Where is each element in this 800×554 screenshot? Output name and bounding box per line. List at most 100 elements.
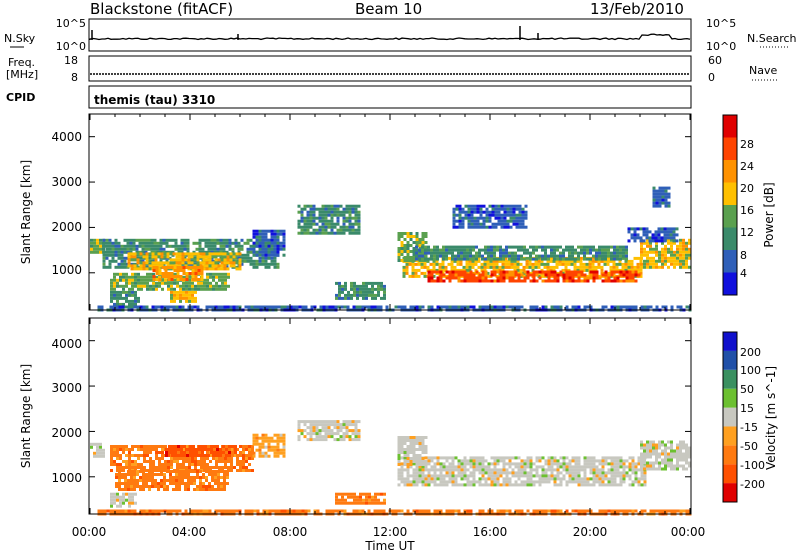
velocity-cell: [261, 442, 265, 446]
power-cell: [273, 259, 277, 263]
velocity-cell: [176, 457, 179, 460]
power-cell: [553, 257, 556, 261]
velocity-cell: [451, 474, 455, 478]
velocity-cell: [214, 476, 217, 479]
power-cell: [306, 231, 310, 235]
velocity-cell: [472, 471, 476, 475]
power-cell: [502, 276, 506, 280]
power-cell: [237, 247, 241, 251]
velocity-cell: [208, 488, 211, 491]
velocity-cell: [406, 465, 410, 469]
power-cell: [350, 281, 353, 285]
velocity-cell: [157, 482, 160, 485]
velocity-cell: [131, 501, 134, 505]
power-cell: [457, 270, 461, 274]
power-cell: [141, 259, 145, 263]
velocity-cell: [202, 473, 205, 476]
power-cell: [619, 254, 622, 258]
velocity-cell: [553, 462, 557, 466]
power-cell: [228, 238, 232, 242]
velocity-cell: [309, 423, 313, 427]
power-cell: [622, 305, 626, 309]
velocity-cell: [255, 448, 259, 452]
power-cell: [181, 255, 185, 259]
velocity-cell: [118, 482, 121, 485]
power-cell: [152, 281, 155, 285]
power-cell: [282, 229, 286, 233]
power-cell: [174, 244, 178, 248]
power-cell: [643, 265, 646, 269]
velocity-cell: [436, 468, 440, 472]
power-cell: [207, 247, 211, 251]
velocity-cell: [226, 470, 229, 473]
power-cell: [306, 219, 310, 223]
power-cell: [471, 262, 475, 266]
power-cell: [643, 247, 646, 251]
power-cell: [122, 290, 125, 294]
power-cell: [203, 281, 206, 285]
power-cell: [655, 201, 659, 205]
velocity-cell: [415, 457, 419, 460]
power-cell: [495, 265, 499, 269]
power-cell: [496, 248, 499, 252]
power-cell: [595, 257, 598, 261]
power-cell: [474, 259, 478, 263]
velocity-cell: [190, 470, 193, 473]
power-cell: [318, 219, 322, 223]
velocity-cell: [604, 483, 608, 487]
power-cell: [604, 245, 607, 249]
power-cell: [625, 276, 629, 280]
velocity-cell: [359, 492, 362, 496]
velocity-cell: [183, 454, 186, 457]
noise-right-tick-bottom: 10^0: [706, 40, 736, 53]
velocity-cell: [255, 436, 259, 440]
power-cell: [125, 281, 128, 285]
velocity-cell: [113, 460, 116, 463]
power-cell: [143, 278, 146, 282]
velocity-cell: [586, 483, 590, 487]
velocity-cell: [178, 488, 181, 491]
power-cell: [432, 274, 436, 278]
velocity-cell: [167, 454, 170, 457]
power-cell: [663, 230, 667, 234]
velocity-cell: [202, 482, 205, 485]
power-cell: [330, 228, 334, 232]
velocity-cell: [118, 473, 121, 476]
power-cell: [509, 204, 513, 208]
velocity-cell: [116, 492, 119, 496]
power-cell: [462, 265, 466, 269]
velocity-cell: [128, 460, 131, 463]
velocity-cell: [478, 471, 482, 475]
power-cell: [588, 259, 592, 263]
power-cell: [409, 232, 413, 235]
power-cell: [142, 261, 146, 265]
power-cell: [505, 245, 508, 249]
power-cell: [571, 305, 575, 309]
power-cell: [597, 274, 601, 278]
power-cell: [448, 245, 451, 249]
power-cell: [159, 250, 163, 254]
power-cell: [123, 247, 127, 251]
power-cell: [436, 251, 439, 255]
velocity-cell: [145, 485, 148, 488]
velocity-cell: [619, 459, 623, 463]
power-cell: [470, 216, 474, 220]
velocity-cell: [124, 485, 127, 488]
power-cell: [132, 241, 136, 245]
velocity-cell: [478, 459, 482, 463]
power-cell: [546, 262, 550, 266]
power-cell: [356, 287, 359, 291]
power-cell: [324, 228, 328, 232]
power-cell: [149, 284, 152, 288]
velocity-cell: [341, 498, 344, 502]
power-cell: [537, 265, 541, 269]
power-cell: [206, 281, 209, 285]
power-cell: [179, 293, 182, 297]
power-cell: [667, 204, 671, 208]
power-cell: [348, 228, 352, 232]
power-cell: [473, 219, 477, 223]
power-cell: [460, 273, 464, 277]
velocity-cell: [315, 432, 319, 436]
velocity-cell: [460, 471, 464, 475]
power-cell: [409, 305, 413, 309]
